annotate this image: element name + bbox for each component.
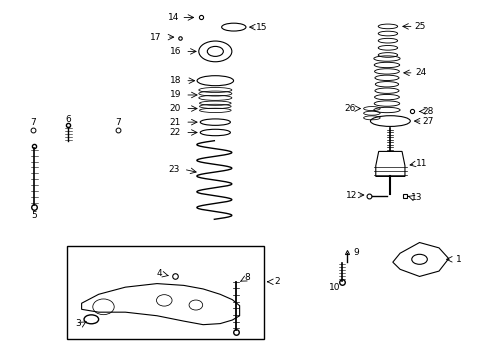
Text: 5: 5: [32, 211, 37, 220]
Bar: [67, 246, 264, 339]
Text: 4: 4: [156, 269, 162, 278]
Text: 3: 3: [75, 319, 81, 328]
Text: 24: 24: [414, 68, 425, 77]
Text: 25: 25: [414, 22, 426, 31]
Text: 21: 21: [169, 118, 181, 127]
Text: 8: 8: [244, 273, 250, 282]
Text: 26: 26: [344, 104, 355, 113]
Text: 20: 20: [169, 104, 181, 113]
Text: 11: 11: [415, 159, 427, 168]
Text: 14: 14: [168, 13, 179, 22]
Text: 15: 15: [255, 23, 267, 32]
Text: 7: 7: [30, 118, 36, 127]
Text: 18: 18: [169, 76, 181, 85]
Text: 19: 19: [169, 90, 181, 99]
Text: 1: 1: [455, 255, 460, 264]
Text: 2: 2: [274, 277, 279, 286]
Text: 6: 6: [65, 116, 71, 125]
Text: 17: 17: [150, 33, 162, 42]
Text: 9: 9: [353, 248, 359, 257]
Text: 10: 10: [328, 283, 340, 292]
Text: 28: 28: [422, 107, 433, 116]
Text: 12: 12: [345, 190, 356, 199]
Text: 7: 7: [115, 118, 121, 127]
Text: 22: 22: [169, 128, 181, 137]
Text: 13: 13: [410, 193, 422, 202]
Text: 27: 27: [422, 117, 433, 126]
Text: 23: 23: [168, 165, 179, 174]
Text: 16: 16: [169, 47, 181, 56]
